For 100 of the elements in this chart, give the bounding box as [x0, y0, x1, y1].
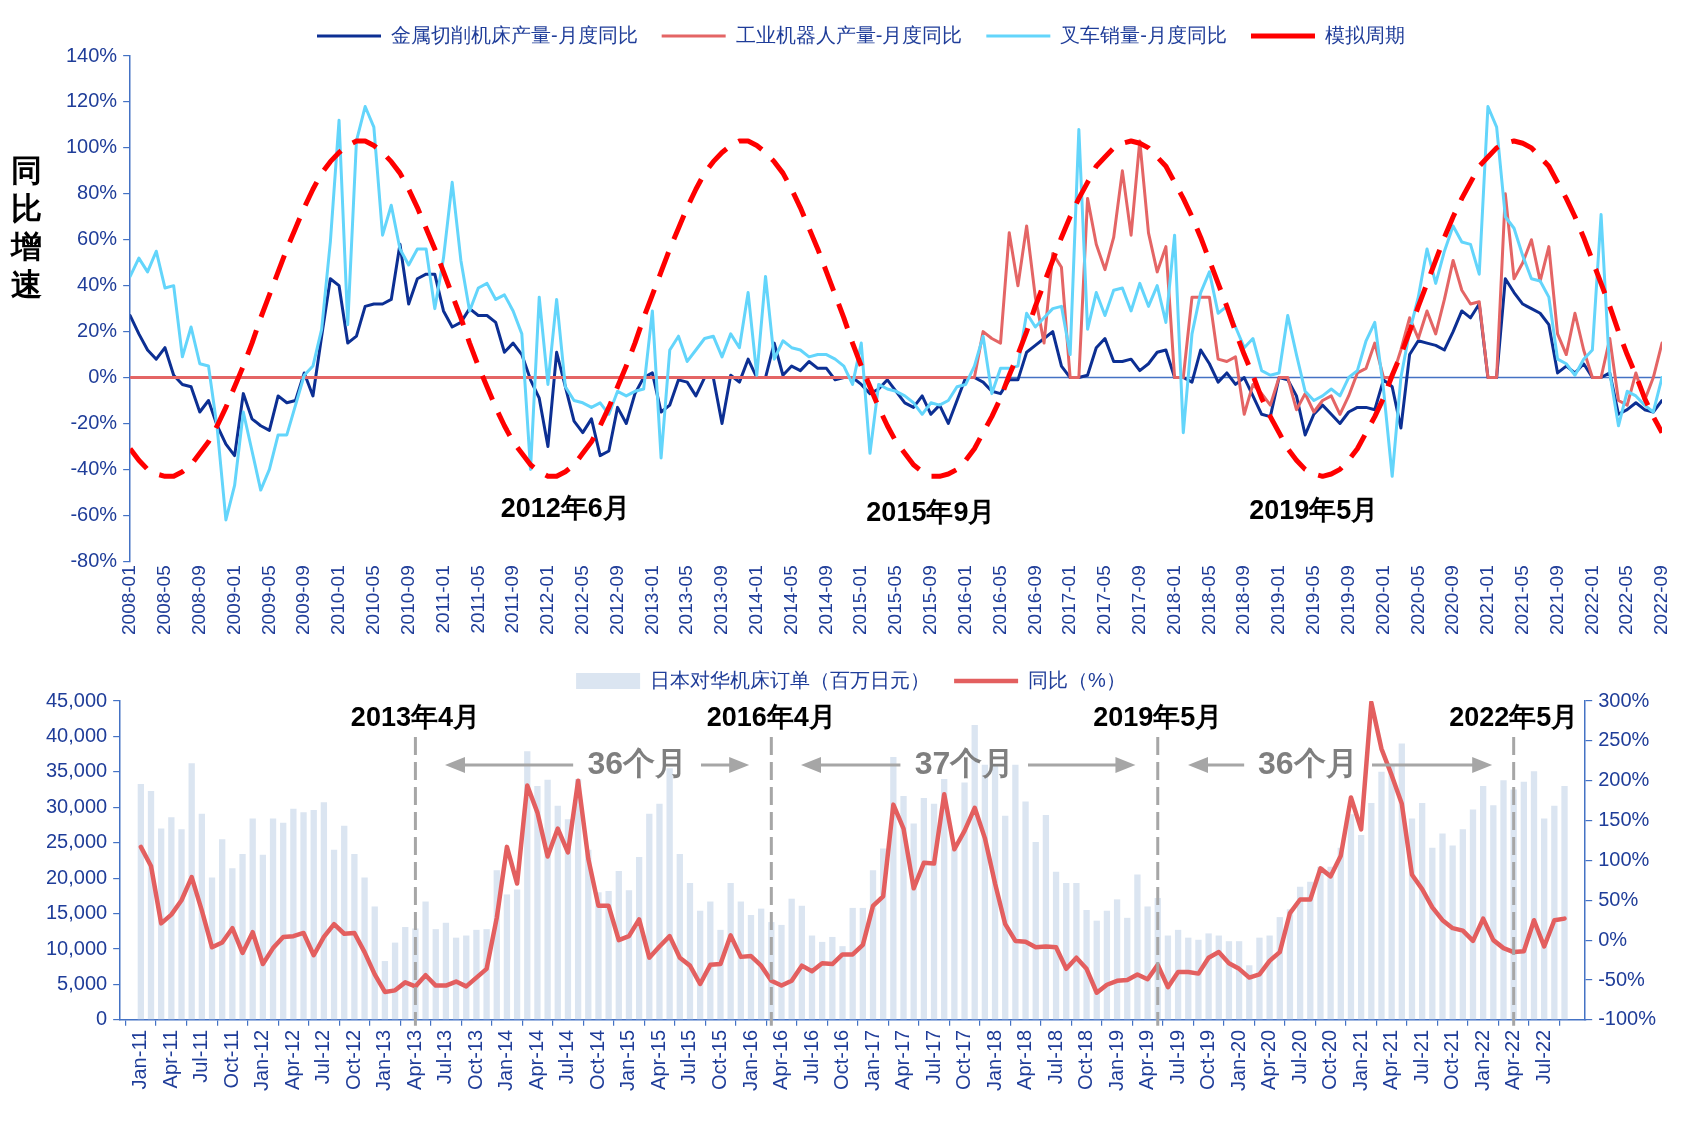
- bar: [422, 901, 429, 1020]
- x-tick-label: Jul-16: [799, 1029, 822, 1085]
- x-tick-label: 2015-05: [884, 565, 906, 636]
- bar: [402, 927, 409, 1020]
- x-tick-label: Jan-21: [1348, 1029, 1371, 1091]
- x-tick-label: Jul-21: [1409, 1029, 1432, 1085]
- x-tick-label: Jan-16: [738, 1029, 761, 1091]
- x-tick-label: Apr-20: [1257, 1029, 1280, 1090]
- annotation: 36个月: [1257, 744, 1358, 781]
- x-tick-label: 2013-09: [710, 565, 732, 636]
- annotation: 2015年9月: [866, 497, 996, 528]
- bar: [219, 839, 226, 1020]
- bar: [168, 817, 175, 1020]
- bar: [961, 782, 968, 1020]
- ref-line-label: 2022年5月: [1449, 701, 1579, 732]
- bar: [330, 849, 338, 1020]
- x-tick-label: 2020-01: [1371, 565, 1393, 636]
- bar: [229, 868, 236, 1020]
- x-tick-label: Jul-20: [1287, 1029, 1310, 1085]
- x-tick-label: Apr-19: [1135, 1029, 1158, 1090]
- x-tick-label: 2008-09: [188, 565, 210, 636]
- bar: [595, 892, 602, 1020]
- x-tick-label: 2021-05: [1510, 565, 1532, 636]
- bar: [717, 929, 724, 1020]
- x-tick-label: Jan-18: [982, 1029, 1005, 1091]
- y-tick-label: 25,000: [46, 830, 108, 853]
- x-tick-label: Apr-15: [646, 1029, 669, 1090]
- x-tick-label: Oct-12: [341, 1029, 364, 1090]
- annotation: 36个月: [587, 744, 688, 781]
- x-tick-label: 2011-01: [431, 565, 453, 634]
- x-tick-label: Jul-14: [555, 1029, 578, 1085]
- x-tick-label: 2016-05: [988, 565, 1010, 636]
- bar: [1500, 780, 1507, 1020]
- y-tick-label: 40,000: [46, 723, 108, 746]
- y2-tick-label: 0%: [1598, 927, 1628, 950]
- x-tick-label: 2021-09: [1545, 565, 1567, 636]
- x-tick-label: 2017-09: [1128, 565, 1150, 636]
- y-tick-label: -40%: [70, 456, 118, 479]
- bar: [361, 877, 368, 1020]
- y2-tick-label: 50%: [1598, 887, 1639, 910]
- x-tick-label: 2022-09: [1650, 565, 1672, 636]
- x-tick-label: 2010-01: [327, 565, 349, 636]
- bar: [1134, 874, 1141, 1020]
- y2-tick-label: 100%: [1598, 847, 1650, 870]
- bar: [1052, 871, 1060, 1020]
- bar: [900, 795, 907, 1020]
- bar: [839, 946, 846, 1020]
- y-tick-label: 10,000: [46, 936, 108, 959]
- bar: [269, 818, 277, 1020]
- bar: [239, 854, 246, 1020]
- x-tick-label: Jul-12: [311, 1029, 334, 1085]
- bar: [747, 914, 755, 1020]
- x-tick-label: Jan-22: [1470, 1029, 1493, 1091]
- y-tick-label: 60%: [77, 227, 118, 250]
- bar: [341, 825, 348, 1020]
- x-tick-label: 2016-01: [953, 565, 975, 636]
- x-tick-label: Oct-17: [952, 1029, 975, 1090]
- legend-label: 同比（%）: [1028, 668, 1126, 691]
- bar: [320, 802, 328, 1020]
- x-tick-label: 2017-05: [1093, 565, 1115, 636]
- bar: [280, 822, 287, 1020]
- bar: [1073, 883, 1080, 1020]
- x-tick-label: Jan-20: [1226, 1029, 1249, 1091]
- legend-label: 模拟周期: [1324, 23, 1405, 46]
- x-tick-label: Apr-16: [769, 1029, 792, 1090]
- y-tick-label: 20%: [77, 319, 118, 342]
- x-tick-label: Jul-11: [189, 1029, 212, 1083]
- bar: [1520, 781, 1527, 1020]
- bar: [442, 922, 450, 1020]
- bar: [351, 854, 358, 1020]
- bar: [625, 890, 633, 1020]
- bar: [1205, 933, 1212, 1020]
- bar: [1083, 910, 1090, 1020]
- x-tick-label: Oct-21: [1440, 1029, 1463, 1090]
- x-tick-label: Apr-22: [1501, 1029, 1524, 1090]
- x-tick-label: Apr-11: [158, 1029, 181, 1089]
- x-tick-label: Jul-22: [1531, 1029, 1554, 1085]
- y-tick-label: 120%: [66, 89, 118, 112]
- x-tick-label: Oct-20: [1318, 1029, 1341, 1090]
- x-tick-label: Apr-13: [402, 1029, 425, 1090]
- bar: [1296, 886, 1304, 1020]
- bar: [1042, 815, 1050, 1020]
- bar: [1490, 805, 1497, 1020]
- bar: [1388, 764, 1395, 1020]
- y2-tick-label: 200%: [1598, 768, 1650, 791]
- bar: [1419, 803, 1426, 1020]
- bar: [1327, 866, 1334, 1020]
- bar: [1439, 833, 1446, 1020]
- bar: [1032, 842, 1039, 1020]
- bar: [1480, 786, 1487, 1020]
- bar: [300, 812, 307, 1020]
- y2-tick-label: 250%: [1598, 728, 1650, 751]
- x-tick-label: 2012-05: [570, 565, 592, 636]
- x-tick-label: Oct-15: [708, 1029, 730, 1090]
- y-tick-label: 0: [96, 1007, 108, 1030]
- bar: [137, 783, 144, 1020]
- y-tick-label: 40%: [77, 273, 118, 296]
- bar: [503, 894, 511, 1020]
- x-tick-label: Jul-13: [433, 1029, 456, 1085]
- x-tick-label: 2021-01: [1476, 565, 1498, 636]
